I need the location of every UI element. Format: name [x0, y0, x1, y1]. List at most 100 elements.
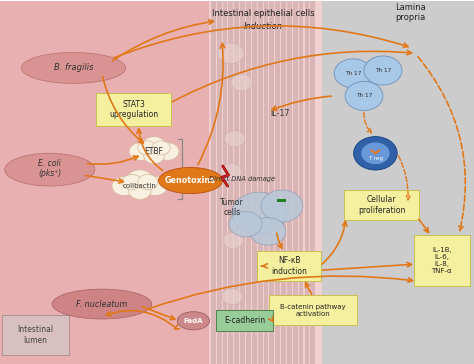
FancyBboxPatch shape: [96, 93, 171, 126]
FancyBboxPatch shape: [414, 235, 470, 286]
Circle shape: [345, 82, 383, 110]
Circle shape: [144, 148, 164, 164]
FancyBboxPatch shape: [257, 251, 321, 281]
Text: Tumor
cells: Tumor cells: [220, 198, 244, 218]
FancyBboxPatch shape: [216, 310, 273, 331]
FancyArrowPatch shape: [147, 276, 412, 309]
Circle shape: [127, 170, 153, 190]
FancyArrowPatch shape: [272, 96, 331, 110]
Circle shape: [361, 142, 390, 164]
FancyArrowPatch shape: [322, 221, 347, 264]
Ellipse shape: [5, 153, 95, 186]
Circle shape: [112, 177, 137, 195]
Bar: [234, 1, 239, 364]
Bar: [293, 1, 298, 364]
Text: Th 17: Th 17: [345, 71, 361, 76]
FancyArrowPatch shape: [172, 50, 411, 102]
FancyArrowPatch shape: [269, 316, 273, 321]
FancyBboxPatch shape: [2, 315, 69, 355]
Circle shape: [152, 141, 170, 155]
Text: Th 17: Th 17: [375, 68, 391, 73]
Circle shape: [354, 136, 397, 170]
FancyBboxPatch shape: [344, 190, 419, 220]
Text: E. coli
(pks⁺): E. coli (pks⁺): [38, 159, 62, 178]
Circle shape: [261, 190, 303, 222]
Ellipse shape: [52, 289, 152, 319]
Circle shape: [156, 143, 179, 160]
Bar: [252, 1, 256, 364]
Circle shape: [224, 131, 245, 147]
Text: Intestinal
lumen: Intestinal lumen: [18, 325, 54, 345]
Circle shape: [223, 233, 244, 249]
Bar: [299, 1, 303, 364]
Text: Cellular
proliferation: Cellular proliferation: [358, 195, 405, 215]
FancyArrowPatch shape: [174, 325, 180, 329]
Text: ETBF: ETBF: [145, 147, 164, 156]
Bar: [270, 1, 274, 364]
FancyArrowPatch shape: [180, 169, 184, 174]
Circle shape: [222, 289, 243, 305]
Bar: [277, 199, 286, 202]
Circle shape: [122, 174, 142, 190]
Bar: [246, 1, 251, 364]
Text: Induction: Induction: [244, 22, 283, 31]
Bar: [310, 1, 315, 364]
Text: F. nucleatum: F. nucleatum: [76, 300, 128, 309]
Circle shape: [138, 174, 158, 190]
Text: IL-1B,
IL-6,
IL-8,
TNF-α: IL-1B, IL-6, IL-8, TNF-α: [431, 247, 452, 274]
Text: Intestinal epithelial cells: Intestinal epithelial cells: [212, 9, 314, 18]
Bar: [281, 1, 286, 364]
Bar: [217, 1, 221, 364]
Bar: [223, 1, 228, 364]
FancyArrowPatch shape: [262, 264, 267, 268]
Text: NF-κB
induction: NF-κB induction: [271, 256, 307, 276]
FancyArrowPatch shape: [112, 20, 213, 61]
Circle shape: [221, 163, 242, 179]
Bar: [258, 1, 263, 364]
Ellipse shape: [158, 167, 223, 194]
Text: B. fragilis: B. fragilis: [54, 63, 93, 72]
FancyArrowPatch shape: [198, 44, 225, 165]
FancyArrowPatch shape: [142, 307, 175, 320]
Bar: [287, 1, 292, 364]
FancyArrowPatch shape: [277, 233, 282, 248]
Ellipse shape: [177, 312, 210, 330]
Text: B-catenin pathway
activation: B-catenin pathway activation: [280, 304, 346, 317]
FancyArrowPatch shape: [418, 57, 465, 230]
Circle shape: [334, 59, 372, 88]
Bar: [322, 1, 474, 364]
FancyArrowPatch shape: [102, 76, 143, 143]
FancyArrowPatch shape: [419, 219, 428, 232]
Circle shape: [138, 141, 156, 155]
Text: Direct DNA damage: Direct DNA damage: [209, 176, 275, 182]
Text: Lamina
propria: Lamina propria: [395, 3, 425, 22]
Text: STAT3
upregulation: STAT3 upregulation: [109, 100, 158, 119]
Bar: [264, 1, 268, 364]
Text: colibactin: colibactin: [123, 183, 157, 189]
Circle shape: [218, 43, 244, 64]
FancyArrowPatch shape: [137, 129, 163, 171]
FancyArrowPatch shape: [306, 283, 311, 294]
Bar: [305, 1, 310, 364]
Circle shape: [364, 56, 402, 85]
Circle shape: [250, 218, 286, 245]
Bar: [240, 1, 245, 364]
Circle shape: [143, 177, 168, 195]
Text: T reg: T reg: [368, 156, 383, 161]
FancyArrowPatch shape: [114, 26, 408, 58]
FancyBboxPatch shape: [269, 295, 356, 325]
Bar: [209, 1, 322, 364]
FancyArrowPatch shape: [364, 112, 371, 133]
Circle shape: [142, 136, 166, 155]
Text: FadA: FadA: [183, 318, 203, 324]
Bar: [228, 1, 233, 364]
FancyArrowPatch shape: [399, 156, 410, 200]
Circle shape: [231, 74, 253, 91]
Circle shape: [232, 192, 287, 234]
Text: Th 17: Th 17: [356, 94, 372, 98]
FancyArrowPatch shape: [87, 156, 138, 164]
Circle shape: [129, 143, 152, 160]
FancyArrowPatch shape: [323, 262, 411, 270]
Bar: [211, 1, 216, 364]
Text: IL-17: IL-17: [270, 109, 290, 118]
